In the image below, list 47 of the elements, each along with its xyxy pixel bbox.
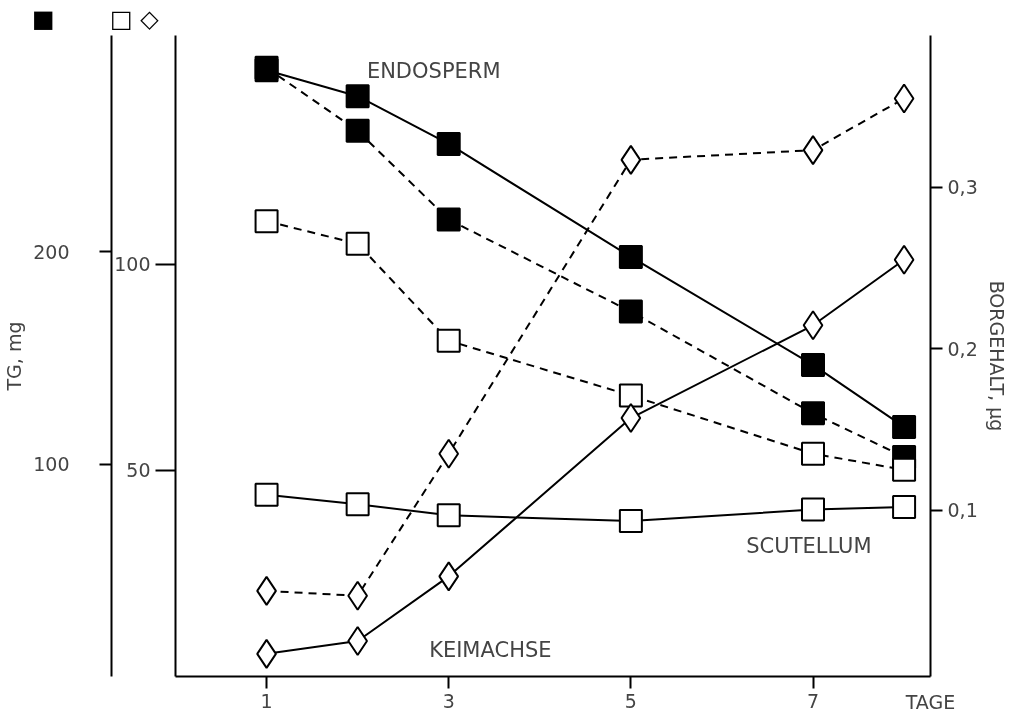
point bbox=[254, 482, 279, 507]
y3-tick-label: 50 bbox=[126, 459, 151, 482]
y-tick-label: 200 bbox=[33, 241, 70, 263]
x-tick-label: 5 bbox=[624, 689, 637, 712]
point bbox=[618, 509, 643, 534]
y2-tick-label: 0,1 bbox=[947, 499, 978, 522]
x-tick-label: 7 bbox=[806, 689, 820, 712]
point bbox=[438, 438, 460, 469]
point bbox=[893, 244, 915, 275]
text: □ ◇ bbox=[110, 4, 159, 35]
point bbox=[801, 441, 826, 466]
x-axis-title: TAGE bbox=[904, 690, 956, 713]
x-tick-label: 1 bbox=[260, 689, 273, 712]
point bbox=[345, 231, 370, 256]
point bbox=[893, 83, 915, 114]
y2-tick-label: 0,2 bbox=[947, 337, 978, 360]
text: ■ bbox=[32, 4, 55, 35]
annotation: SCUTELLUM bbox=[746, 533, 872, 558]
point bbox=[436, 328, 461, 353]
point bbox=[801, 401, 826, 426]
point bbox=[345, 84, 370, 109]
y2-tick-label: 0,3 bbox=[947, 176, 978, 199]
point bbox=[436, 503, 461, 528]
point bbox=[618, 383, 643, 408]
point bbox=[892, 414, 917, 439]
point bbox=[618, 299, 643, 324]
point bbox=[802, 310, 824, 341]
point bbox=[438, 561, 460, 592]
y2-axis-title: BORGEHALT, µg bbox=[985, 280, 1008, 432]
x-tick-label: 3 bbox=[442, 689, 455, 712]
point bbox=[802, 135, 824, 166]
point bbox=[801, 497, 826, 522]
point bbox=[618, 244, 643, 269]
point bbox=[345, 492, 370, 517]
point bbox=[436, 207, 461, 232]
point bbox=[436, 131, 461, 156]
point bbox=[345, 118, 370, 143]
point bbox=[254, 209, 279, 234]
annotation: KEIMACHSE bbox=[429, 638, 552, 663]
point bbox=[892, 495, 917, 520]
point bbox=[620, 144, 642, 175]
y-axis-title: TG, mg bbox=[3, 321, 26, 392]
annotation: ENDOSPERM bbox=[366, 59, 501, 84]
point bbox=[801, 352, 826, 377]
point bbox=[892, 457, 917, 482]
point bbox=[620, 403, 642, 434]
y3-tick-label: 100 bbox=[114, 253, 151, 276]
